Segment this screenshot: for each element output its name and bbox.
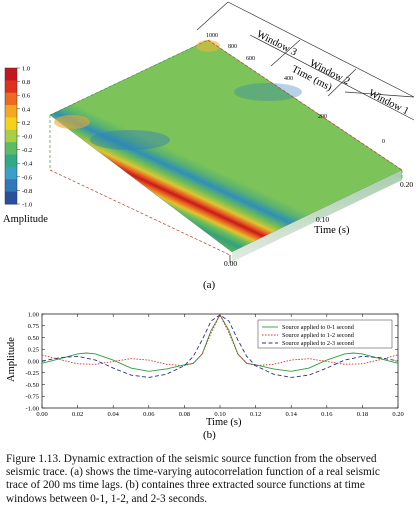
colorbar-segment — [5, 166, 17, 180]
x-tick-label: 0.16 — [321, 411, 333, 418]
lag-axis: 1000 800 600 400 200 0 — [206, 33, 385, 145]
y-tick-label: -1.00 — [25, 405, 39, 412]
lag-tick-label: 200 — [318, 114, 327, 120]
source-function-chart: 0.00 0.02 0.04 0.06 0.08 0.10 0.12 0.14 0.16 0.18… — [6, 311, 404, 441]
caption-line: windows between 0-1, 1-2, and 2-3 second… — [6, 492, 208, 505]
lag-tick-label: 600 — [246, 56, 255, 62]
colorbar-segment — [5, 129, 17, 143]
colorbar-tick-label: -0.6 — [22, 174, 33, 181]
colorbar-tick-label: 0.8 — [22, 79, 30, 86]
x-tick-label: 0.06 — [143, 411, 155, 418]
lag-tick-label: 400 — [284, 76, 293, 82]
y-tick-label: 1.00 — [28, 311, 39, 318]
y-tick-label: -0.50 — [25, 382, 39, 389]
colorbar-segment — [5, 179, 17, 193]
colorbar-segment — [5, 80, 17, 94]
colorbar-tick-label: -0.4 — [22, 161, 33, 168]
y-tick-label: -0.25 — [25, 370, 39, 377]
x-tick-label: 0.00 — [36, 411, 47, 418]
colorbar-segment — [5, 191, 17, 205]
y-tick-label: -0.75 — [25, 394, 39, 401]
colorbar-segment — [5, 117, 17, 131]
series-lines — [41, 313, 399, 378]
time-tick-end: 0.20 — [400, 180, 413, 189]
autocorrelation-surface-figure: 1.00.80.60.40.2-0.0-0.2-0.4-0.6-0.8-1.0 … — [3, 1, 415, 291]
lag-tick-label: 0 — [382, 139, 385, 145]
time-axis-title: Time (s) — [314, 225, 350, 236]
window-1-label: Window 1 — [367, 88, 411, 118]
x-tick-label: 0.12 — [250, 411, 261, 418]
y-tick-label: 0.50 — [28, 335, 39, 342]
colorbar-segment — [5, 154, 17, 168]
legend-label: Source applied to 2-3 second — [282, 340, 355, 347]
lag-tick-label: 800 — [228, 44, 237, 50]
lag-tick-label: 1000 — [206, 33, 218, 39]
colorbar-segment — [5, 142, 17, 156]
x-tick-label: 0.08 — [179, 411, 190, 418]
colorbar-segment — [5, 68, 17, 81]
colorbar-tick-label: -0.8 — [22, 188, 32, 195]
amplitude-colorbar: 1.0 0.8 0.6 0.4 0.2 -0.0 -0.2 -0.4 -0.6 -0.8 -1.0 — [4, 66, 33, 209]
x-tick-label: 0.14 — [286, 411, 298, 418]
y-tick-label: 0.75 — [28, 323, 39, 330]
colorbar-title: Amplitude — [3, 214, 48, 225]
x-tick-label: 0.10 — [214, 411, 225, 418]
colorbar-tick-label: 0.4 — [22, 106, 31, 113]
colorbar-segment — [5, 105, 17, 118]
surface-body — [49, 39, 403, 262]
x-axis-title: Time (s) — [206, 417, 242, 428]
x-tick-label: 0.18 — [357, 411, 368, 418]
window-brackets — [196, 1, 415, 121]
y-tick-label: 0.00 — [28, 358, 39, 365]
colorbar-tick-label: 0.2 — [22, 120, 30, 127]
colorbar-tick-label: -1.0 — [22, 202, 32, 209]
legend-label: Source applied to 1-2 second — [282, 332, 355, 339]
series-line — [41, 313, 399, 367]
figure-caption: Figure 1.13. Dynamic extraction of the s… — [6, 453, 414, 506]
x-tick-label: 0.04 — [108, 411, 120, 418]
time-tick-mid: 0.10 — [316, 215, 329, 224]
colorbar-tick-label: 0.6 — [22, 93, 31, 100]
colorbar-segment — [5, 92, 17, 106]
bounding-box — [49, 39, 403, 263]
axis-ticks: 0.00 0.02 0.04 0.06 0.08 0.10 0.12 0.14 0.16 0.18… — [25, 311, 403, 418]
colorbar-tick-label: -0.2 — [22, 147, 32, 154]
legend-box — [257, 319, 393, 349]
caption-line: trace of 200 ms time lags. (b) containes… — [6, 479, 365, 492]
window-3-label: Window 3 — [255, 29, 299, 59]
colorbar-tick-label: 1.0 — [22, 66, 30, 73]
y-tick-label: 0.25 — [28, 347, 39, 354]
colorbar-tick-label: -0.0 — [22, 134, 32, 141]
x-tick-label: 0.02 — [72, 411, 83, 418]
x-tick-label: 0.20 — [392, 411, 403, 418]
panel-a-label: (a) — [203, 279, 216, 291]
caption-line: seismic trace. (a) shows the time-varyin… — [6, 466, 380, 479]
legend-label: Source applied to 0-1 second — [282, 324, 355, 331]
y-axis-title: Amplitude — [6, 337, 17, 382]
time-tick-start: 0.00 — [224, 259, 237, 268]
series-line — [41, 314, 399, 378]
panel-b-label: (b) — [203, 429, 216, 441]
caption-line: Figure 1.13. Dynamic extraction of the s… — [6, 453, 377, 465]
